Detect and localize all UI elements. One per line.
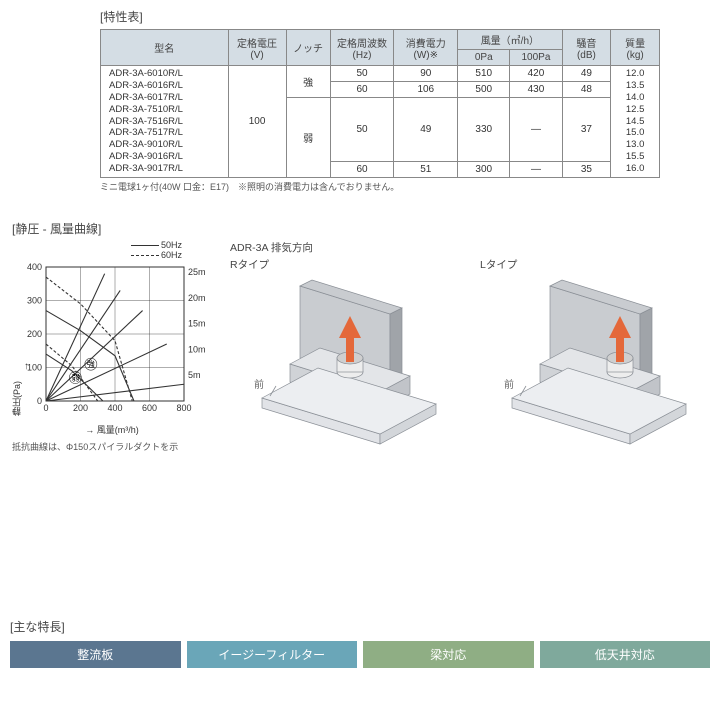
svg-text:強: 強 bbox=[87, 359, 95, 369]
voltage-cell: 100 bbox=[228, 66, 286, 178]
mass-cell: 12.013.514.012.514.515.013.015.516.0 bbox=[611, 66, 660, 178]
feature-badge: 低天井対応 bbox=[540, 641, 711, 668]
notch-weak: 弱 bbox=[286, 98, 330, 178]
spec-table-section: [特性表] 型名 定格電圧 (V) ノッチ 定格周波数 (Hz) 消費電力 (W… bbox=[100, 8, 660, 193]
svg-text:15m: 15m bbox=[188, 318, 206, 328]
col-airflow: 風量（㎥/h） bbox=[458, 30, 562, 50]
features-title: [主な特長] bbox=[10, 618, 710, 635]
col-notch: ノッチ bbox=[286, 30, 330, 66]
col-power: 消費電力 (W)※ bbox=[394, 30, 458, 66]
exhaust-direction-section: ADR-3A 排気方向 Rタイプ 前 Lタイプ 前 bbox=[230, 240, 710, 449]
svg-text:0: 0 bbox=[37, 396, 42, 406]
svg-text:200: 200 bbox=[73, 403, 88, 413]
svg-text:弱: 弱 bbox=[71, 373, 79, 382]
svg-text:100: 100 bbox=[27, 362, 42, 372]
svg-text:25m: 25m bbox=[188, 267, 206, 277]
svg-text:200: 200 bbox=[27, 329, 42, 339]
svg-text:400: 400 bbox=[27, 262, 42, 272]
svg-text:800: 800 bbox=[176, 403, 191, 413]
svg-text:400: 400 bbox=[107, 403, 122, 413]
chart-section: [静圧 - 風量曲線] 50Hz 60Hz ↑ 静圧(Pa) 0 200 400 60… bbox=[12, 220, 212, 453]
chart-legend: 50Hz 60Hz bbox=[12, 241, 212, 261]
spec-title: [特性表] bbox=[100, 8, 660, 25]
col-freq: 定格周波数 (Hz) bbox=[330, 30, 394, 66]
feature-badge: 整流板 bbox=[10, 641, 181, 668]
model-cell: ADR-3A-6010R/LADR-3A-6016R/LADR-3A-6017R… bbox=[101, 66, 229, 178]
x-label: → 風量(m³/h) bbox=[12, 423, 212, 436]
col-air0: 0Pa bbox=[458, 50, 510, 66]
feature-badge: イージーフィルター bbox=[187, 641, 358, 668]
l-type-diagram: Lタイプ 前 bbox=[480, 257, 710, 449]
feature-badge: 梁対応 bbox=[363, 641, 534, 668]
col-noise: 騒音 (dB) bbox=[562, 30, 611, 66]
r-label: Rタイプ bbox=[230, 257, 460, 272]
spec-table: 型名 定格電圧 (V) ノッチ 定格周波数 (Hz) 消費電力 (W)※ 風量（… bbox=[100, 29, 660, 178]
spec-footnote: ミニ電球1ヶ付(40W 口金：E17) ※照明の消費電力は含んでおりません。 bbox=[100, 180, 660, 193]
svg-text:前: 前 bbox=[504, 378, 514, 391]
col-air100: 100Pa bbox=[510, 50, 562, 66]
y-arrow: ↑ bbox=[24, 361, 29, 372]
svg-text:300: 300 bbox=[27, 295, 42, 305]
r-type-diagram: Rタイプ 前 bbox=[230, 257, 460, 449]
l-label: Lタイプ bbox=[480, 257, 710, 272]
col-model: 型名 bbox=[101, 30, 229, 66]
svg-text:10m: 10m bbox=[188, 344, 206, 354]
chart-title: [静圧 - 風量曲線] bbox=[12, 220, 212, 237]
col-mass: 質量 (kg) bbox=[611, 30, 660, 66]
svg-text:0: 0 bbox=[43, 403, 48, 413]
features-section: [主な特長] 整流板イージーフィルター梁対応低天井対応 bbox=[10, 618, 710, 668]
svg-text:20m: 20m bbox=[188, 293, 206, 303]
legend-50: 50Hz bbox=[161, 240, 182, 250]
iso-title: ADR-3A 排気方向 bbox=[230, 240, 710, 255]
pressure-flow-chart: 0 200 400 600 800 0 100 200 300 400 5m 10m 15m 20m 25m… bbox=[12, 261, 212, 421]
col-voltage: 定格電圧 (V) bbox=[228, 30, 286, 66]
svg-text:前: 前 bbox=[254, 378, 264, 391]
svg-text:600: 600 bbox=[142, 403, 157, 413]
notch-strong: 強 bbox=[286, 66, 330, 98]
svg-text:5m: 5m bbox=[188, 370, 201, 380]
y-label: 静圧(Pa) bbox=[10, 381, 23, 416]
chart-note: 抵抗曲線は、Φ150スパイラルダクトを示 bbox=[12, 440, 212, 453]
legend-60: 60Hz bbox=[161, 250, 182, 260]
